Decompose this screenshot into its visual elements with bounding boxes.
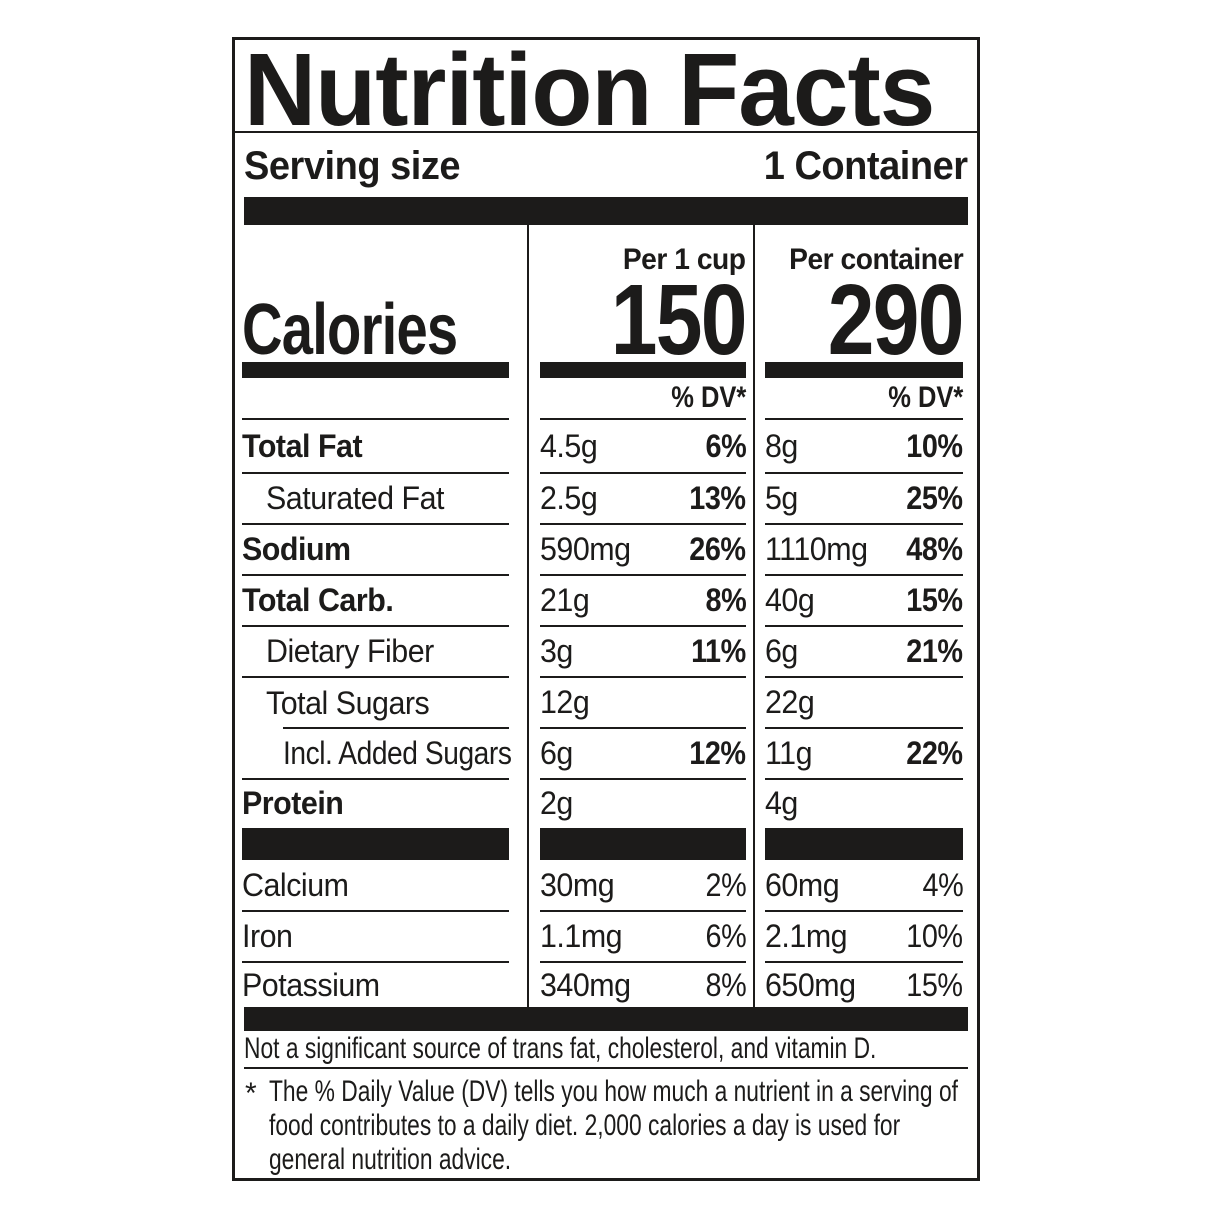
nutrient-name: Dietary Fiber — [266, 633, 434, 669]
dv-per-container: 21% — [906, 633, 964, 669]
calories-underline-bar — [765, 362, 963, 378]
dv-per-cup: 8% — [705, 582, 746, 618]
per-container-header: Per container — [788, 243, 964, 276]
nutrient-name: Total Fat — [242, 427, 363, 464]
dv-column-header-container: % DV* — [887, 381, 963, 414]
nutrient-name: Potassium — [242, 966, 380, 1003]
per-cup-calories-value: 150 — [610, 264, 748, 376]
amount-per-cup: 590mg — [540, 531, 631, 567]
nutrient-row-protein: Protein 2g 4g — [235, 780, 977, 827]
dv-per-container: 15% — [906, 966, 964, 1003]
footnote-line: general nutrition advice. — [269, 1143, 512, 1176]
amount-per-container: 4g — [765, 785, 798, 821]
amount-per-cup: 3g — [540, 633, 573, 669]
nutrient-name: Calcium — [242, 867, 349, 903]
not-significant-text: Not a significant source of trans fat, c… — [244, 1032, 877, 1065]
nutrient-name: Sodium — [242, 531, 351, 567]
amount-per-cup: 4.5g — [540, 427, 598, 464]
amount-per-container: 2.1mg — [765, 918, 848, 954]
calories-section: Calories Per 1 cup 150 % DV* Per contain… — [235, 225, 977, 420]
dv-per-cup: 8% — [705, 966, 746, 1003]
separator-bar-columns — [235, 827, 977, 861]
amount-per-container: 22g — [765, 684, 815, 720]
dv-per-cup: 13% — [689, 480, 747, 516]
nutrient-row-total-fat: Total Fat 4.5g 6% 8g 10% — [235, 420, 977, 474]
dv-per-cup: 2% — [705, 867, 746, 903]
mineral-row-iron: Iron 1.1mg 6% 2.1mg 10% — [235, 912, 977, 963]
nutrient-row-saturated-fat: Saturated Fat 2.5g 13% 5g 25% — [235, 474, 977, 525]
dv-per-container: 48% — [906, 531, 964, 567]
dv-per-cup: 26% — [689, 531, 747, 567]
dv-per-container: 25% — [906, 480, 964, 516]
footnote-asterisk: * — [245, 1077, 257, 1110]
amount-per-cup: 2.5g — [540, 480, 598, 516]
amount-per-container: 6g — [765, 633, 798, 669]
serving-size-row: Serving size 1 Container — [235, 133, 977, 197]
separator-bar-top — [244, 197, 968, 225]
amount-per-cup: 1.1mg — [540, 918, 623, 954]
nutrient-name: Saturated Fat — [266, 480, 445, 516]
amount-per-cup: 6g — [540, 735, 573, 771]
amount-per-cup: 340mg — [540, 966, 631, 1003]
dv-column-header-cup: % DV* — [670, 381, 746, 414]
amount-per-container: 8g — [765, 427, 798, 464]
nutrient-row-added-sugars: Incl. Added Sugars 6g 12% 11g 22% — [235, 729, 977, 780]
nutrient-name: Protein — [242, 785, 344, 821]
nutrient-name: Iron — [242, 918, 293, 954]
calories-underline-bar — [242, 362, 509, 378]
mineral-row-calcium: Calcium 30mg 2% 60mg 4% — [235, 861, 977, 912]
amount-per-cup: 30mg — [540, 867, 615, 903]
dv-per-cup: 6% — [705, 427, 746, 464]
serving-size-label: Serving size — [244, 144, 461, 188]
calories-per-container-cell: Per container 290 % DV* — [765, 225, 965, 420]
nutrient-row-total-carb: Total Carb. 21g 8% 40g 15% — [235, 576, 977, 627]
not-significant-note: Not a significant source of trans fat, c… — [244, 1031, 968, 1069]
separator-bar-bottom — [244, 1007, 968, 1031]
separator-bar — [242, 828, 509, 860]
separator-bar — [540, 828, 746, 860]
dv-footnote: * The % Daily Value (DV) tells you how m… — [244, 1069, 968, 1177]
column-divider-2 — [753, 225, 755, 1007]
column-divider-1 — [527, 225, 529, 1007]
calories-label-cell: Calories — [242, 225, 509, 420]
per-container-calories-value: 290 — [827, 264, 965, 376]
amount-per-cup: 12g — [540, 684, 590, 720]
nutrient-name: Total Sugars — [266, 685, 430, 721]
amount-per-container: 650mg — [765, 966, 856, 1003]
nutrition-table: Calories Per 1 cup 150 % DV* Per contain… — [235, 225, 977, 1007]
footnote-line: The % Daily Value (DV) tells you how muc… — [269, 1075, 958, 1108]
amount-per-container: 11g — [765, 735, 813, 771]
per-cup-header: Per 1 cup — [623, 243, 746, 276]
dv-per-cup: 6% — [705, 918, 746, 954]
separator-bar — [765, 828, 963, 860]
nutrient-row-sodium: Sodium 590mg 26% 1110mg 48% — [235, 525, 977, 576]
amount-per-container: 40g — [765, 582, 815, 618]
mineral-row-potassium: Potassium 340mg 8% 650mg 15% — [235, 963, 977, 1007]
label-header: Nutrition Facts — [235, 32, 977, 147]
footnote-line: food contributes to a daily diet. 2,000 … — [269, 1109, 901, 1142]
serving-size-value: 1 Container — [764, 144, 968, 188]
dv-per-container: 4% — [922, 867, 963, 903]
amount-per-container: 1110mg — [765, 531, 868, 567]
calories-underline-bar — [540, 362, 746, 378]
amount-per-container: 60mg — [765, 867, 840, 903]
amount-per-cup: 2g — [540, 785, 573, 821]
dv-per-cup: 12% — [689, 735, 747, 771]
nutrient-name: Total Carb. — [242, 582, 394, 618]
dv-per-container: 10% — [906, 918, 964, 954]
calories-label: Calories — [242, 290, 458, 370]
nutrient-row-total-sugars: Total Sugars 12g 22g — [235, 678, 977, 729]
dv-per-container: 15% — [906, 582, 964, 618]
dv-per-container: 22% — [906, 735, 964, 771]
page-title: Nutrition Facts — [244, 32, 935, 147]
dv-per-container: 10% — [906, 427, 964, 464]
amount-per-container: 5g — [765, 480, 798, 516]
dv-per-cup: 11% — [691, 633, 746, 669]
amount-per-cup: 21g — [540, 582, 590, 618]
calories-per-cup-cell: Per 1 cup 150 % DV* — [540, 225, 748, 420]
nutrient-name: Incl. Added Sugars — [283, 735, 512, 771]
nutrition-label: Nutrition Facts Serving size 1 Container… — [232, 37, 980, 1181]
nutrient-row-dietary-fiber: Dietary Fiber 3g 11% 6g 21% — [235, 627, 977, 678]
